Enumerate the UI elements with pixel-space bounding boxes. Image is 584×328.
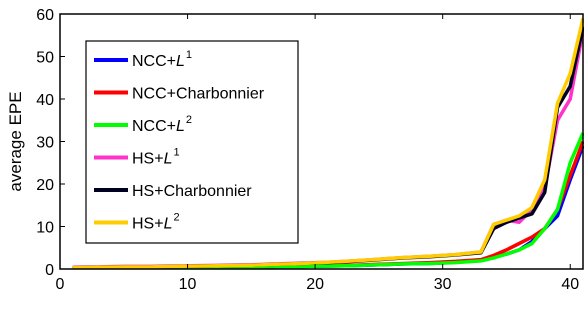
legend-label: HS+L1 [132, 147, 180, 168]
y-tick-label: 30 [36, 135, 54, 152]
x-tick-label: 10 [179, 276, 197, 293]
y-tick-label: 20 [36, 177, 54, 194]
x-tick-label: 20 [306, 276, 324, 293]
x-tick-label: 40 [561, 276, 579, 293]
series-layer [72, 17, 584, 270]
y-tick-label: 10 [36, 220, 54, 237]
y-tick-label: 50 [36, 50, 54, 67]
legend-box [85, 40, 299, 244]
legend-label: NCC+Charbonnier [132, 86, 265, 103]
x-tick-label: 0 [56, 276, 65, 293]
axis-ticks: 0 10 20 30 40 0 10 20 30 40 50 60 [36, 7, 579, 293]
legend-label: HS+L2 [132, 212, 180, 233]
y-tick-label: 0 [45, 262, 54, 279]
legend: NCC+L1 NCC+Charbonnier NCC+L2 HS+L1 HS+Charb… [85, 40, 299, 244]
legend-label: NCC+L2 [132, 114, 192, 135]
y-tick-label: 40 [36, 92, 54, 109]
legend-label: NCC+L1 [132, 49, 192, 70]
series-line-5 [72, 17, 584, 270]
y-axis-label: average EPE [6, 91, 25, 191]
legend-label: HS+Charbonnier [132, 183, 252, 200]
x-tick-label: 30 [434, 276, 452, 293]
y-tick-label: 60 [36, 7, 54, 24]
